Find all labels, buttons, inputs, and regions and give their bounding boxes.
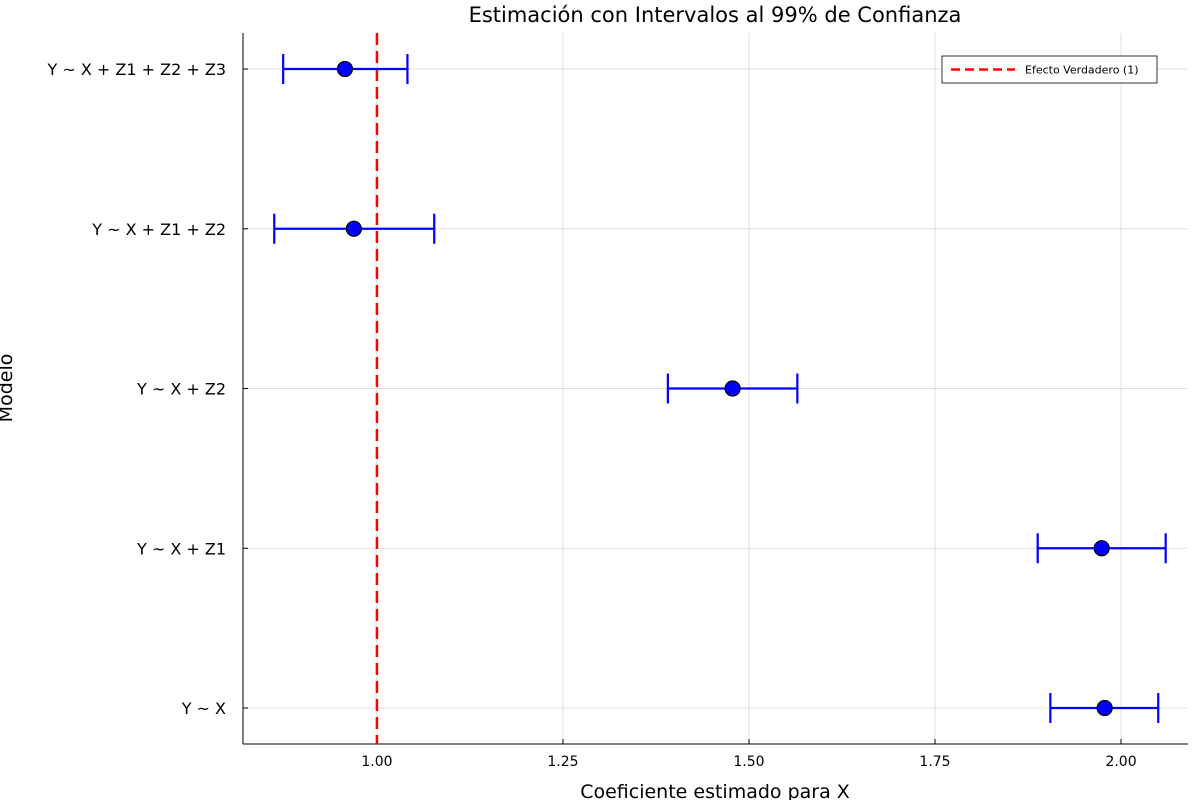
y-tick-label: Y ~ X: [181, 699, 226, 718]
estimate-point: [1093, 540, 1110, 557]
legend: Efecto Verdadero (1): [941, 55, 1158, 84]
x-tick-label: 1.50: [733, 754, 764, 770]
y-tick-label: Y ~ X + Z1 + Z2: [91, 220, 226, 239]
x-tick-label: 1.00: [361, 754, 392, 770]
chart-title: Estimación con Intervalos al 99% de Conf…: [469, 3, 962, 27]
x-tick-label: 1.25: [547, 754, 578, 770]
x-tick-label: 2.00: [1105, 754, 1136, 770]
estimate-point: [724, 380, 741, 397]
ticks: 1.00 1.25 1.50 1.75 2.00 Y ~ X Y ~ X + Z1 Y ~ X…: [47, 60, 1137, 770]
x-tick-label: 1.75: [919, 754, 950, 770]
y-axis-label: Modelo: [0, 354, 17, 423]
estimate-point: [345, 220, 362, 237]
y-tick-label: Y ~ X + Z1 + Z2 + Z3: [47, 60, 226, 79]
estimate-point: [336, 60, 354, 78]
marks: [273, 54, 1167, 723]
x-axis-label: Coeficiente estimado para X: [580, 781, 850, 800]
y-tick-label: Y ~ X + Z1: [136, 539, 226, 558]
y-tick-label: Y ~ X + Z2: [136, 380, 226, 399]
legend-box: [941, 55, 1158, 84]
estimate-point: [1096, 699, 1113, 717]
legend-label: Efecto Verdadero (1): [1025, 64, 1139, 77]
